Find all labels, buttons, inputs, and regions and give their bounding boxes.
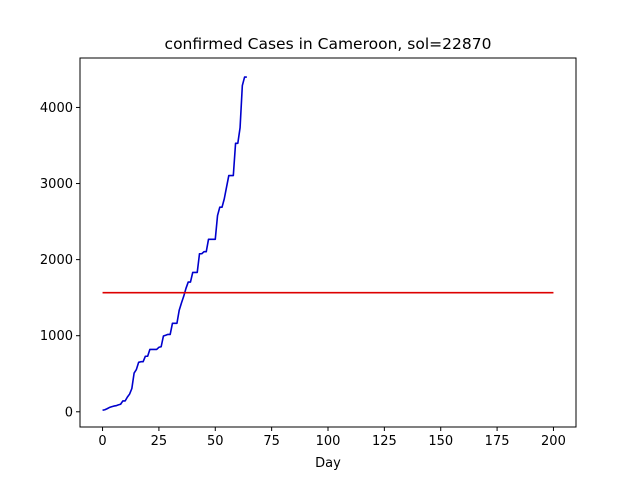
x-tick-label: 125 xyxy=(372,434,397,449)
chart-title: confirmed Cases in Cameroon, sol=22870 xyxy=(165,35,492,53)
x-tick-label: 25 xyxy=(151,434,168,449)
x-tick-label: 0 xyxy=(98,434,106,449)
x-tick-label: 150 xyxy=(428,434,453,449)
y-tick-label: 3000 xyxy=(40,177,73,192)
series-line-0 xyxy=(102,76,247,412)
x-tick-label: 50 xyxy=(207,434,224,449)
y-axis-ticks: 0 1000 2000 3000 4000 xyxy=(40,101,80,420)
x-axis-label: Day xyxy=(315,456,341,471)
y-tick-label: 4000 xyxy=(40,101,73,116)
plot-area xyxy=(79,57,577,428)
series-layer xyxy=(102,76,554,412)
y-tick-label: 1000 xyxy=(40,329,73,344)
x-tick-label: 200 xyxy=(541,434,566,449)
y-tick-label: 0 xyxy=(65,405,73,420)
x-tick-label: 75 xyxy=(263,434,280,449)
x-axis-ticks: 0 25 50 75 100 125 150 175 200 xyxy=(98,427,566,449)
x-tick-label: 100 xyxy=(316,434,341,449)
y-tick-label: 2000 xyxy=(40,253,73,268)
x-tick-label: 175 xyxy=(485,434,510,449)
